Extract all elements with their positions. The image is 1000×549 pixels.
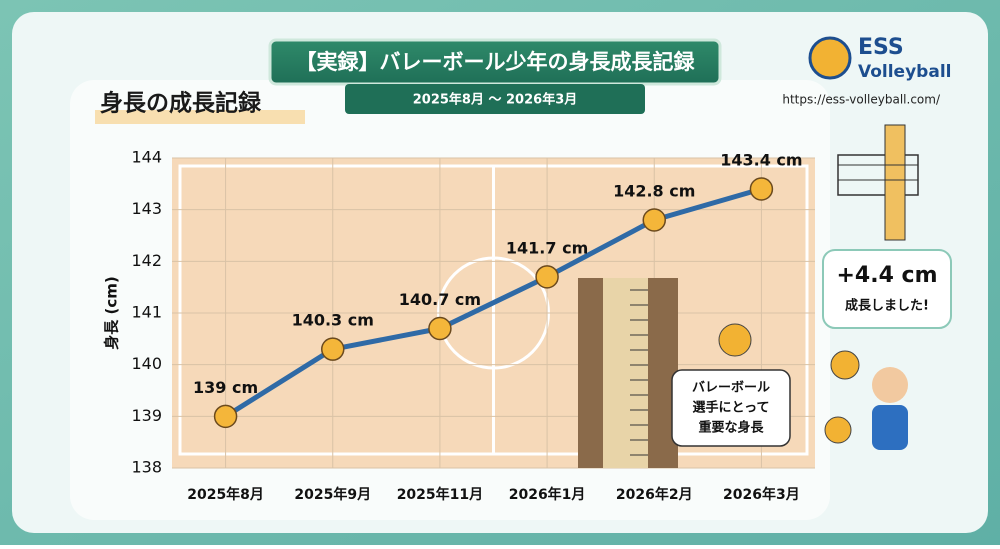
player-illustration — [824, 350, 908, 450]
logo-name-top: ESS — [858, 35, 904, 60]
y-tick-label: 143 — [131, 199, 162, 218]
y-tick-label: 141 — [131, 303, 162, 322]
data-point — [749, 177, 774, 201]
note-line: 選手にとって — [693, 400, 770, 416]
chart-title: 身長の成長記録 — [100, 90, 262, 117]
y-tick-label: 142 — [131, 251, 162, 270]
data-label: 142.8 cm — [613, 182, 695, 201]
x-tick-label: 2025年9月 — [294, 486, 371, 503]
page-subtitle: 2025年8月 〜 2026年3月 — [413, 92, 578, 108]
heading-highlight — [95, 110, 305, 124]
data-line — [224, 186, 763, 419]
y-tick-label: 140 — [131, 354, 162, 373]
data-point — [213, 404, 238, 429]
net-illustration — [837, 124, 919, 241]
logo-icon — [808, 36, 852, 80]
x-tick-label: 2025年11月 — [397, 486, 483, 503]
data-label: 139 cm — [193, 378, 258, 397]
x-tick-label: 2026年2月 — [616, 486, 693, 503]
note-line: 重要な身長 — [698, 420, 764, 436]
note-line: バレーボール — [692, 380, 770, 396]
callout-box — [822, 249, 952, 329]
ruler-photo-ruler — [603, 278, 648, 468]
callout-text: 成長しました! — [845, 298, 929, 314]
note-box — [671, 369, 791, 447]
x-tick-label: 2026年3月 — [723, 486, 800, 503]
callout-value: +4.4 cm — [836, 263, 937, 288]
data-label: 140.7 cm — [399, 290, 481, 309]
data-label: 143.4 cm — [720, 151, 802, 170]
x-tick-label: 2026年1月 — [509, 486, 586, 503]
y-tick-label: 138 — [131, 458, 162, 477]
data-point — [642, 208, 666, 232]
trophy-ball — [718, 323, 752, 357]
x-tick-label: 2025年8月 — [187, 486, 264, 503]
y-tick-label: 144 — [131, 148, 162, 167]
y-axis-label: 身長 (cm) — [103, 276, 121, 349]
logo-url: https://ess-volleyball.com/ — [782, 93, 941, 107]
data-point — [428, 316, 452, 341]
page-title: 【実録】バレーボール少年の身長成長記録 — [296, 50, 696, 74]
data-point — [535, 265, 559, 289]
data-label: 140.3 cm — [292, 311, 374, 330]
data-label: 141.7 cm — [506, 238, 588, 257]
data-point — [321, 337, 345, 361]
y-tick-label: 139 — [131, 406, 162, 425]
logo-name-bottom: Volleyball — [858, 62, 951, 82]
subtitle-banner — [345, 84, 645, 114]
